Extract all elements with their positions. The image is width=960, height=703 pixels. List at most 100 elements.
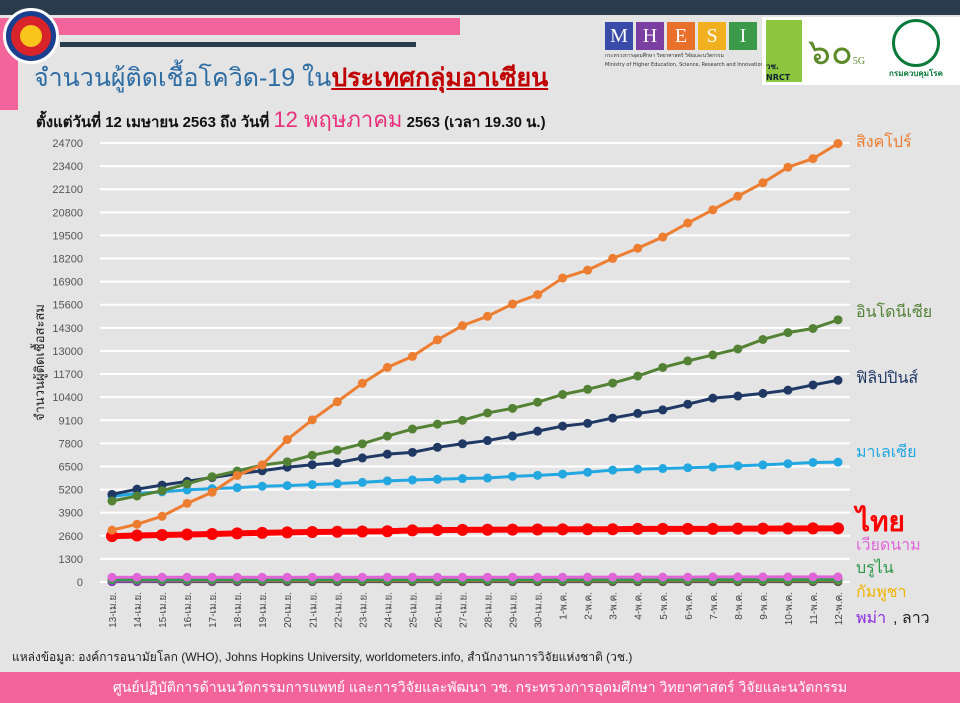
data-point xyxy=(833,572,843,582)
y-tick-label: 15600 xyxy=(52,300,83,312)
data-point xyxy=(407,424,417,434)
data-point xyxy=(508,299,518,309)
y-tick-label: 10400 xyxy=(52,392,83,404)
data-point xyxy=(332,445,342,455)
x-tick-label: 25-เม.ย. xyxy=(408,592,419,628)
data-point xyxy=(533,397,543,407)
data-point xyxy=(483,473,493,483)
data-point xyxy=(558,389,568,399)
data-point xyxy=(457,415,467,425)
data-point xyxy=(583,572,593,582)
series-สิงคโปร์ xyxy=(107,139,843,535)
x-tick-label: 21-เม.ย. xyxy=(308,592,319,628)
series-line xyxy=(111,142,839,532)
data-point xyxy=(833,139,843,149)
x-tick-label: 28-เม.ย. xyxy=(484,592,495,628)
data-point xyxy=(307,572,317,582)
data-point xyxy=(481,523,494,536)
data-point xyxy=(382,449,392,459)
x-tick-label: 17-เม.ย. xyxy=(208,592,219,628)
data-point xyxy=(257,460,267,470)
series-label: กัมพูชา xyxy=(856,584,907,601)
data-point xyxy=(558,421,568,431)
data-point xyxy=(756,522,769,535)
anniversary-number: ๖๐ xyxy=(808,31,853,72)
data-point xyxy=(382,431,392,441)
data-point xyxy=(606,523,619,536)
data-point xyxy=(658,464,668,474)
data-point xyxy=(357,477,367,487)
data-point xyxy=(533,572,543,582)
x-tick-label: 14-เม.ย. xyxy=(133,592,144,628)
series-อินโดนีเซีย xyxy=(107,315,843,506)
series-label: พม่า xyxy=(856,610,887,627)
data-point xyxy=(658,362,668,372)
data-point xyxy=(357,378,367,388)
data-point xyxy=(307,480,317,490)
x-tick-label: 19-เม.ย. xyxy=(258,592,269,628)
data-point xyxy=(808,457,818,467)
data-point xyxy=(683,218,693,228)
series-label: , ลาว xyxy=(893,610,930,627)
series-label: ไทย xyxy=(856,506,905,537)
data-point xyxy=(132,572,142,582)
data-point xyxy=(808,154,818,164)
data-point xyxy=(157,486,167,496)
footer-text: ศูนย์ปฏิบัติการด้านนวัตกรรมการแพทย์ และก… xyxy=(112,678,848,695)
data-point xyxy=(583,265,593,275)
data-point xyxy=(558,572,568,582)
data-point xyxy=(533,470,543,480)
mhesi-caption: กระทรวงการอุดมศึกษา วิทยาศาสตร์ วิจัยและ… xyxy=(605,53,724,59)
x-tick-label: 20-เม.ย. xyxy=(283,592,294,628)
data-point xyxy=(708,393,718,403)
data-point xyxy=(457,321,467,331)
data-point xyxy=(281,526,294,539)
data-point xyxy=(457,572,467,582)
data-point xyxy=(332,458,342,468)
data-point xyxy=(758,178,768,188)
series-label: เวียดนาม xyxy=(856,537,921,554)
data-point xyxy=(508,572,518,582)
data-point xyxy=(733,572,743,582)
data-point xyxy=(583,384,593,394)
data-point xyxy=(456,523,469,536)
data-point xyxy=(431,524,444,537)
top-bar xyxy=(0,0,960,15)
data-point xyxy=(232,572,242,582)
title-text: จำนวนผู้ติดเชื้อโควิด-19 ใน xyxy=(34,64,332,92)
data-point xyxy=(658,405,668,415)
data-point xyxy=(282,572,292,582)
data-point xyxy=(733,461,743,471)
data-point xyxy=(432,442,442,452)
data-point xyxy=(182,572,192,582)
x-tick-label: 24-เม.ย. xyxy=(383,592,394,628)
data-point xyxy=(406,524,419,537)
nrct-logo: วช. NRCT xyxy=(766,20,802,82)
anniversary-logo: ๖๐5G xyxy=(808,23,878,80)
mhesi-letter: I xyxy=(729,22,757,50)
y-tick-label: 23400 xyxy=(52,161,83,173)
data-point xyxy=(181,528,194,541)
series-label: สิงคโปร์ xyxy=(856,134,912,151)
data-point xyxy=(708,350,718,360)
x-tick-label: 30-เม.ย. xyxy=(534,592,545,628)
data-point xyxy=(658,572,668,582)
data-point xyxy=(533,290,543,300)
pink-banner xyxy=(0,18,460,35)
data-point xyxy=(132,484,142,494)
data-point xyxy=(407,447,417,457)
data-point xyxy=(581,523,594,536)
data-point xyxy=(731,522,744,535)
data-point xyxy=(206,528,219,541)
data-point xyxy=(683,356,693,366)
x-tick-label: 8-พ.ค. xyxy=(734,592,745,620)
data-point xyxy=(307,460,317,470)
data-point xyxy=(432,335,442,345)
x-tick-label: 16-เม.ย. xyxy=(183,592,194,628)
subtitle-date: 12 พฤษภาคม xyxy=(273,107,403,132)
data-point xyxy=(758,460,768,470)
data-point xyxy=(207,572,217,582)
data-point xyxy=(306,526,319,539)
x-tick-label: 2-พ.ค. xyxy=(584,592,595,620)
data-point xyxy=(808,323,818,333)
